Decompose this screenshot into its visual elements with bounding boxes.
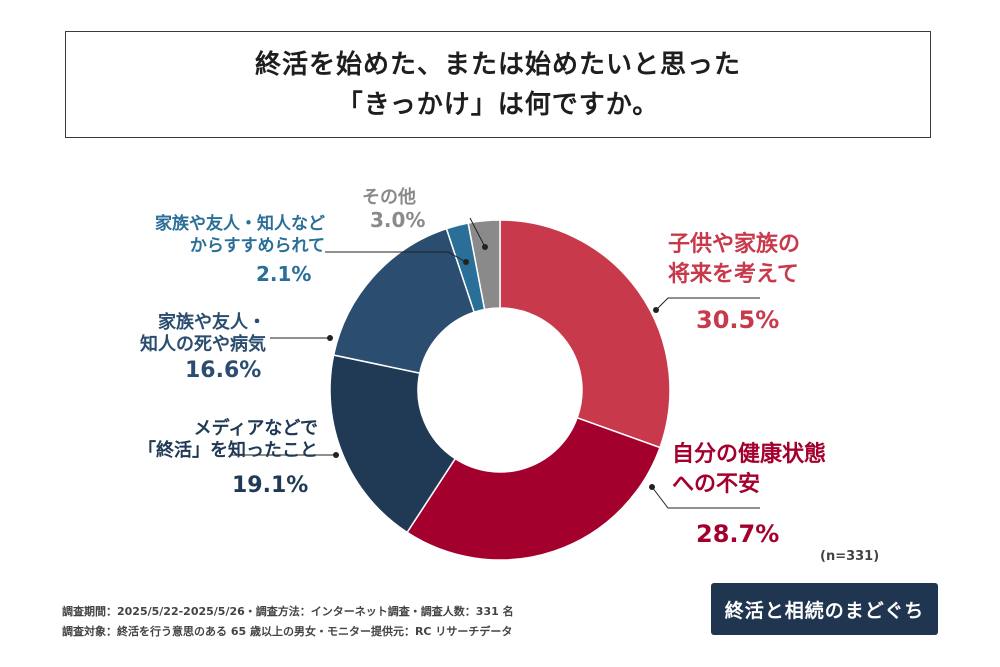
- slice-media: [329, 354, 457, 534]
- pct-other: 3.0%: [370, 208, 426, 232]
- slice-children: [499, 219, 671, 449]
- slice-death: [332, 227, 476, 375]
- leader-children: [655, 297, 760, 311]
- label-media: メディアなどで 「終活」を知ったこと: [138, 418, 318, 461]
- slice-other: [467, 219, 501, 311]
- leader-other: [469, 217, 486, 248]
- label-death: 家族や友人・ 知人の死や病気: [140, 312, 266, 355]
- leader-dot-children: [653, 307, 659, 313]
- footer-line2: 調査対象：終活を行う意思のある 65 歳以上の男女・モニター提供元：RC リサー…: [62, 625, 513, 638]
- leader-dot-death: [327, 335, 333, 341]
- label-recommend: 家族や友人・知人など からすすめられて: [155, 214, 325, 256]
- label-health: 自分の健康状態 への不安: [672, 442, 827, 497]
- chart-title-line2: 「きっかけ」は何ですか。: [336, 89, 660, 120]
- title-box: 終活を始めた、または始めたいと思った 「きっかけ」は何ですか。: [65, 31, 931, 138]
- pct-death: 16.6%: [185, 358, 262, 383]
- slice-health: [406, 416, 661, 561]
- label-children: 子供や家族の 将来を考えて: [668, 232, 801, 287]
- footer-line1: 調査期間：2025/5/22-2025/5/26・調査方法：インターネット調査・…: [62, 605, 514, 618]
- label-other: その他: [362, 187, 416, 208]
- chart-title-line1: 終活を始めた、または始めたいと思った: [254, 49, 741, 80]
- brand-logo: 終活と相続のまどぐち: [711, 583, 938, 635]
- pct-health: 28.7%: [696, 520, 780, 548]
- leader-dot-media: [333, 452, 339, 458]
- pct-recommend: 2.1%: [256, 262, 312, 286]
- leader-dot-recommend: [463, 259, 469, 265]
- leader-health: [651, 486, 760, 509]
- leader-dot-health: [649, 484, 655, 490]
- sample-size-label: (n=331): [820, 549, 880, 564]
- leader-dot-other: [482, 244, 488, 250]
- pct-media: 19.1%: [232, 473, 309, 498]
- leader-recommend: [325, 251, 467, 263]
- pct-children: 30.5%: [696, 306, 780, 334]
